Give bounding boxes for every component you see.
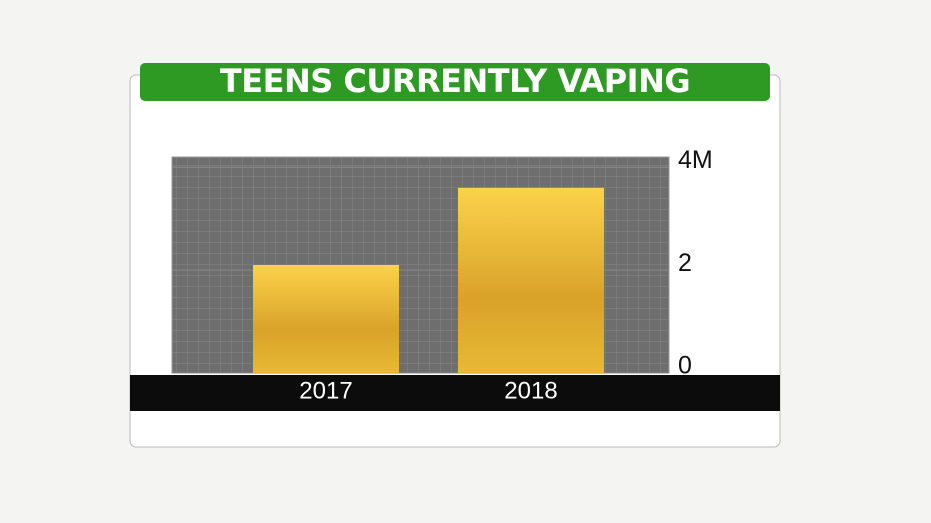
x-tick-label: 2017: [299, 377, 352, 404]
y-tick-label: 2: [678, 249, 692, 277]
y-tick-label: 0: [678, 352, 692, 380]
bar: [253, 265, 399, 373]
x-tick-label: 2018: [504, 377, 557, 404]
chart-title: TEENS CURRENTLY VAPING: [220, 62, 690, 100]
title-bar: [140, 63, 770, 101]
bar: [458, 187, 604, 373]
y-tick-label: 4M: [678, 146, 713, 174]
category-band: [130, 375, 780, 411]
